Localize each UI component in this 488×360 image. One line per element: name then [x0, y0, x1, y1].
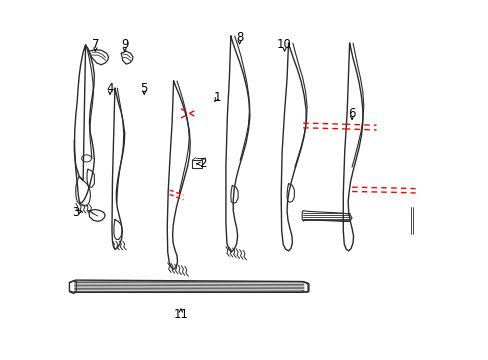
Text: 8: 8 — [235, 31, 243, 44]
Text: 11: 11 — [173, 309, 188, 321]
Text: 6: 6 — [347, 107, 355, 120]
Text: 5: 5 — [140, 82, 148, 95]
Text: 9: 9 — [121, 39, 128, 51]
Text: 7: 7 — [91, 39, 99, 51]
Text: 1: 1 — [213, 91, 221, 104]
Text: 4: 4 — [106, 82, 114, 95]
Text: 10: 10 — [277, 39, 291, 51]
Text: 3: 3 — [72, 206, 80, 219]
Text: 2: 2 — [199, 157, 206, 170]
Bar — [192, 160, 202, 168]
